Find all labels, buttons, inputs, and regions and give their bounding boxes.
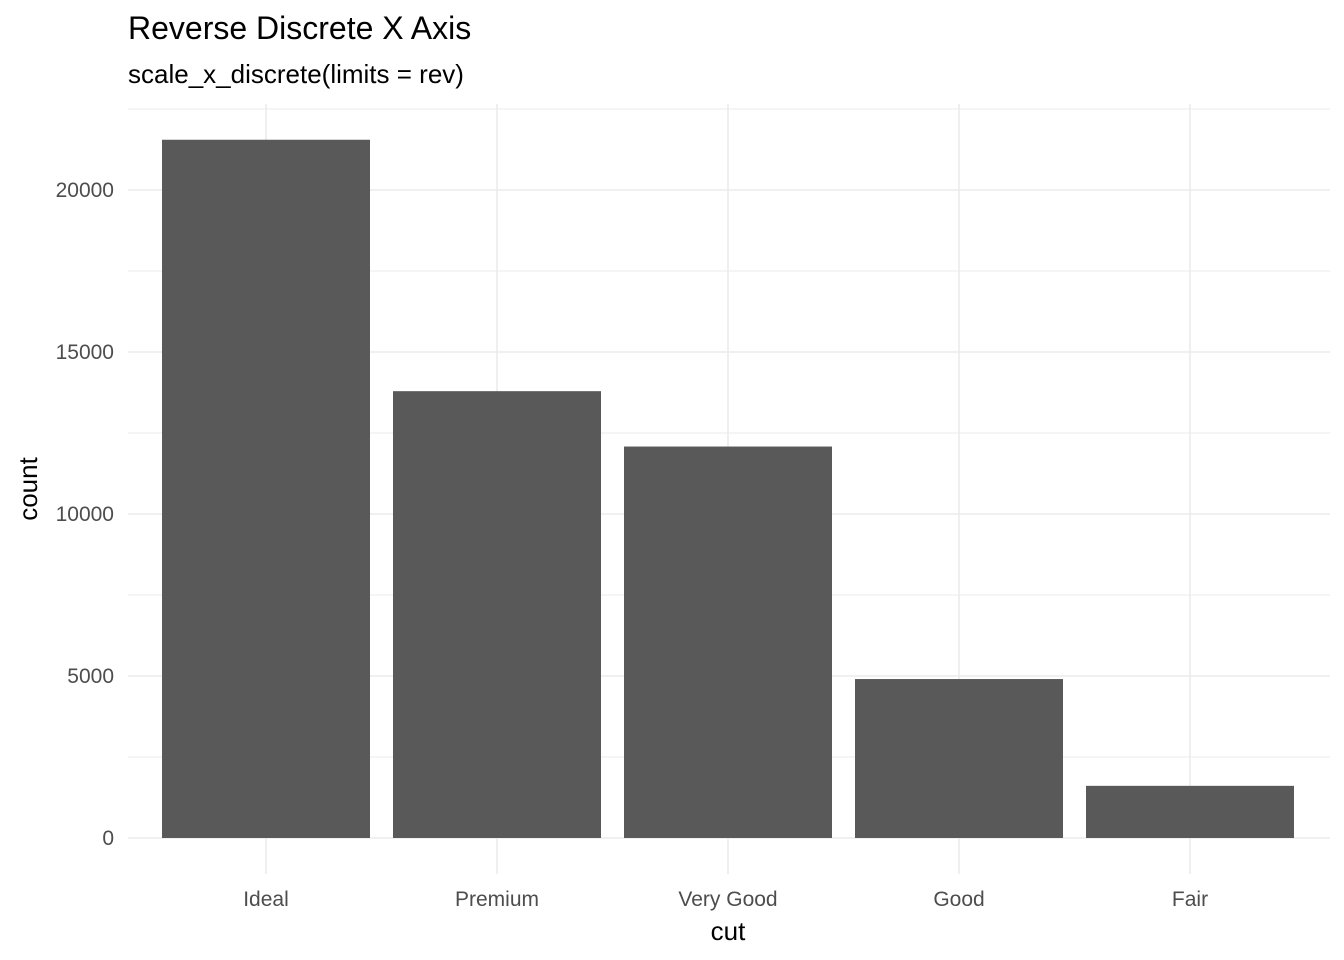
chart-subtitle: scale_x_discrete(limits = rev): [128, 59, 464, 89]
bar-premium: [393, 391, 601, 838]
x-tick-label: Ideal: [243, 888, 289, 911]
x-axis-title: cut: [711, 916, 746, 946]
y-tick-label: 10000: [56, 503, 114, 526]
bar-ideal: [162, 139, 370, 838]
x-tick-label: Good: [933, 888, 984, 911]
y-axis-title: count: [13, 456, 43, 520]
y-tick-label: 5000: [67, 665, 114, 688]
y-tick-label: 20000: [56, 179, 114, 202]
y-tick-label: 15000: [56, 341, 114, 364]
bar-fair: [1086, 785, 1294, 838]
chart-title: Reverse Discrete X Axis: [128, 10, 472, 46]
y-tick-label: 0: [102, 827, 114, 850]
x-tick-label: Premium: [455, 888, 539, 911]
x-tick-label: Very Good: [678, 888, 777, 911]
bar-good: [855, 679, 1063, 838]
bar-very-good: [624, 446, 832, 838]
x-tick-label: Fair: [1172, 888, 1208, 911]
bars: [162, 139, 1294, 838]
x-axis-tick-labels: Ideal Premium Very Good Good Fair: [243, 888, 1208, 911]
y-axis-tick-labels: 0 5000 10000 15000 20000: [56, 179, 114, 850]
